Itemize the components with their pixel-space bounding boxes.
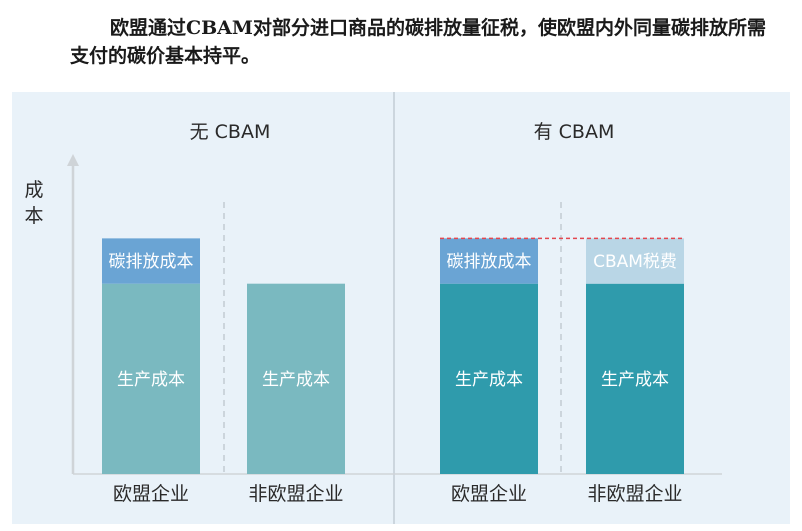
- bar-segment-label: 生产成本: [455, 370, 523, 390]
- bar-segment: [586, 238, 684, 284]
- bar-segment: [586, 283, 684, 474]
- y-axis-label: 成本: [24, 179, 43, 227]
- bar-segment-label: 生产成本: [117, 370, 185, 390]
- panel-title: 有 CBAM: [534, 121, 615, 143]
- figure-caption: 欧盟通过CBAM对部分进口商品的碳排放量征税，使欧盟内外同量碳排放所需支付的碳价…: [70, 17, 766, 67]
- cbam-comparison-figure: 成本 无 CBAM 生产成本 碳排放成本欧盟企业 生产成本非欧盟企业 有 CBAM 生产成本…: [12, 92, 790, 524]
- bar-segment: [247, 283, 345, 474]
- bar-segment-label: CBAM税费: [593, 252, 677, 272]
- bar-segment: [102, 283, 200, 474]
- bar-segment: [440, 238, 538, 284]
- category-label: 欧盟企业: [451, 483, 527, 505]
- category-label: 非欧盟企业: [248, 483, 343, 505]
- bar-segment-label: 生产成本: [262, 370, 330, 390]
- bar-segment-label: 碳排放成本: [109, 252, 194, 272]
- bar-segment-label: 碳排放成本: [447, 252, 532, 272]
- category-label: 非欧盟企业: [587, 483, 682, 505]
- category-label: 欧盟企业: [113, 483, 189, 505]
- bar-segment: [440, 283, 538, 474]
- y-axis-arrow: [67, 154, 79, 166]
- bar-segment: [102, 238, 200, 284]
- panel-title: 无 CBAM: [190, 121, 271, 143]
- bar-segment-label: 生产成本: [601, 370, 669, 390]
